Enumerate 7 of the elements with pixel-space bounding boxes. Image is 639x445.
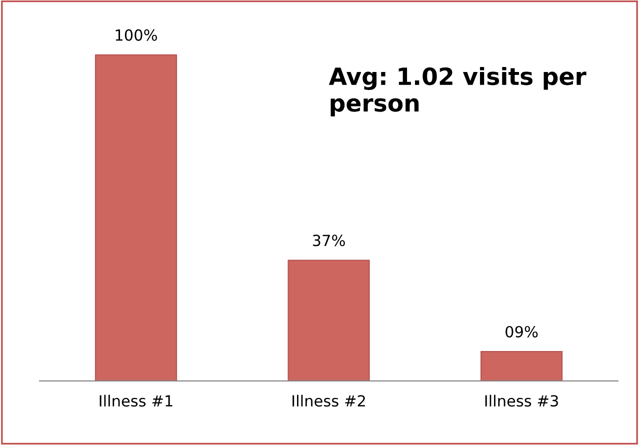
data-label: 37%	[312, 234, 345, 246]
x-tick-label: Illness #2	[292, 394, 365, 407]
x-tick-label: Illness #1	[100, 394, 172, 407]
data-label: 100%	[116, 29, 157, 41]
x-tick-label: Illness #3	[485, 394, 558, 407]
annotation: Avg: 1.02 visits per person	[328, 66, 586, 116]
data-label: 09%	[506, 326, 538, 338]
